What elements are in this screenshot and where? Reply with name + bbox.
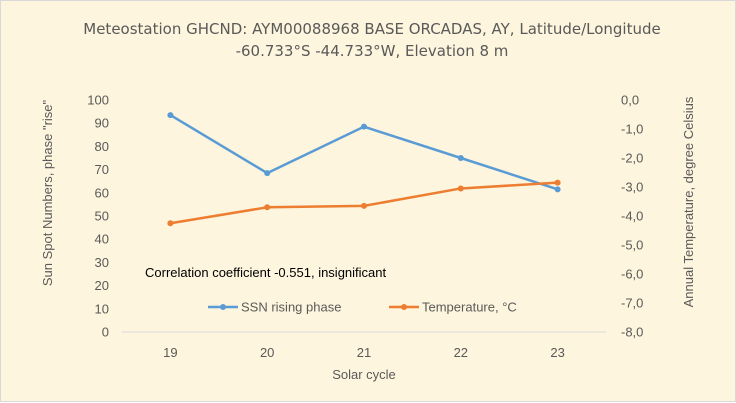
y-left-tick-label: 0 (102, 325, 109, 340)
y-axis-left-label: Sun Spot Numbers, phase "rise" (40, 99, 55, 286)
y-right-tick-label: -2,0 (621, 151, 643, 166)
legend-label: SSN rising phase (241, 300, 341, 315)
data-point (457, 155, 464, 161)
y-left-tick-label: 50 (95, 209, 109, 224)
y-right-tick-label: -5,0 (621, 238, 643, 253)
y-right-tick-label: -4,0 (621, 209, 643, 224)
series-layer (167, 112, 561, 227)
y-left-tick-label: 40 (95, 232, 109, 247)
y-right-tick-label: -1,0 (621, 122, 643, 137)
data-point (554, 186, 561, 193)
right-axis-ticks: -8,0 -7,0 -6,0 -5,0 -4,0 -3,0 -2,0 -1,0 0,0 (621, 93, 643, 340)
left-axis-ticks: 0 10 20 30 40 50 60 70 80 90 100 (87, 93, 109, 340)
x-tick-label: 19 (163, 345, 177, 360)
legend: SSN rising phase Temperature, °C (208, 300, 517, 315)
data-point (361, 202, 367, 209)
y-right-tick-label: 0,0 (621, 93, 639, 108)
y-left-tick-label: 100 (87, 93, 109, 108)
legend-label: Temperature, °C (422, 300, 517, 315)
y-axis-right-label: Annual Temperature, degree Celsius (681, 96, 696, 307)
y-left-tick-label: 70 (95, 162, 109, 177)
correlation-annotation: Correlation coefficient -0.551, insignif… (145, 265, 387, 280)
data-point (264, 170, 271, 177)
x-tick-label: 21 (357, 345, 371, 360)
data-point (167, 112, 174, 119)
x-tick-label: 23 (550, 345, 564, 360)
data-point (457, 185, 464, 192)
y-right-tick-label: -6,0 (621, 267, 643, 282)
chart-title-line2: -60.733°S -44.733°W, Elevation 8 m (236, 42, 509, 60)
data-point (554, 179, 561, 186)
data-point (361, 123, 367, 130)
y-left-tick-label: 90 (95, 116, 109, 131)
y-right-tick-label: -8,0 (621, 325, 643, 340)
legend-swatch-marker (220, 304, 226, 310)
y-left-tick-label: 30 (95, 255, 109, 270)
chart-title-line1: Meteostation GHCND: AYM00088968 BASE ORC… (83, 20, 660, 38)
y-left-tick-label: 10 (95, 301, 109, 316)
y-left-tick-label: 80 (95, 139, 109, 154)
y-left-tick-label: 60 (95, 185, 109, 200)
y-right-tick-label: -7,0 (621, 296, 643, 311)
data-point (264, 204, 271, 211)
x-axis-label: Solar cycle (332, 367, 396, 382)
x-tick-label: 22 (454, 345, 468, 360)
y-left-tick-label: 20 (95, 278, 109, 293)
data-point (167, 220, 174, 227)
x-axis-ticks: 19 20 21 22 23 (163, 345, 565, 360)
x-tick-label: 20 (260, 345, 274, 360)
legend-swatch-marker (401, 304, 407, 310)
y-right-tick-label: -3,0 (621, 180, 643, 195)
